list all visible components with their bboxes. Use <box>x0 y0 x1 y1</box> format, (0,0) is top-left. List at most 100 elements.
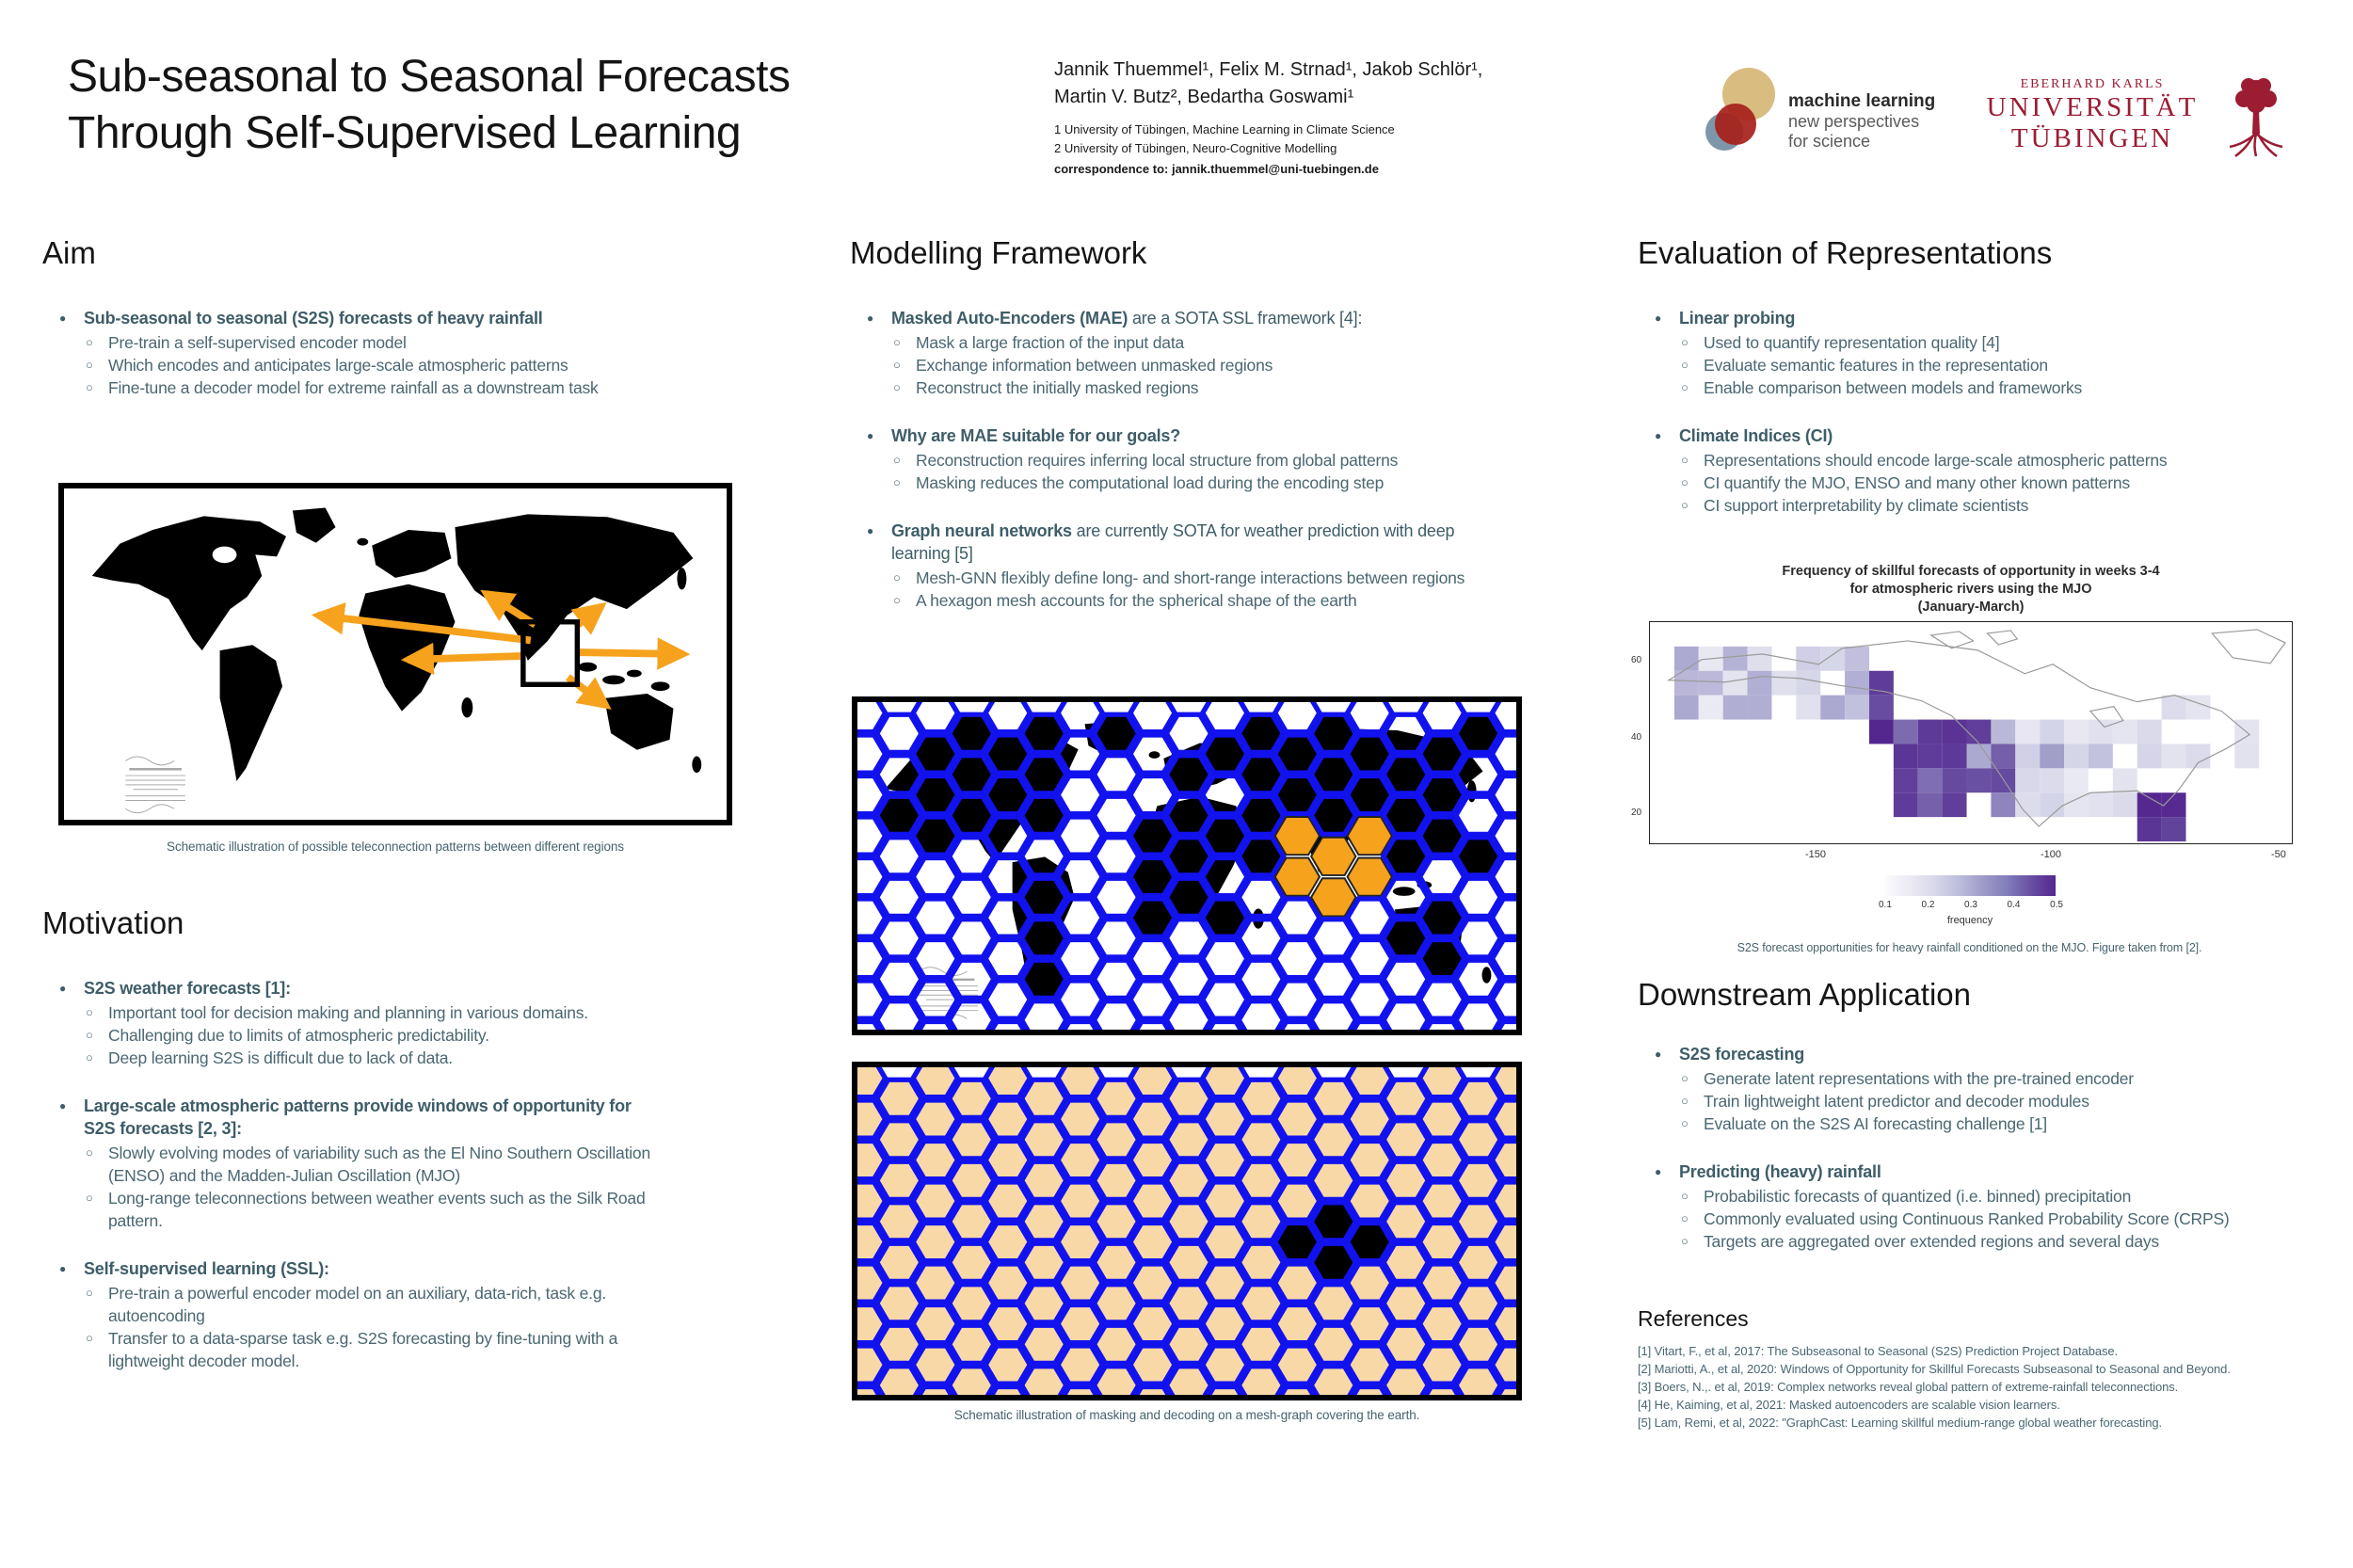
mjo-title-line3: (January-March) <box>1917 600 2025 615</box>
region-of-interest-box <box>520 619 581 687</box>
reference-item: [4] He, Kaiming, et al, 2021: Masked aut… <box>1638 1398 2060 1412</box>
motivation-lead-bullet: Large-scale atmospheric patterns provide… <box>42 1095 652 1140</box>
colorbar-tick: 0.1 <box>1879 900 1892 910</box>
downstream-sub-bullet: Targets are aggregated over extended reg… <box>1638 1230 2301 1253</box>
ml-logo-line2: new perspectives <box>1788 112 1920 131</box>
mjo-colorbar <box>1884 875 2056 896</box>
aim-sub-bullet: Pre-train a self-supervised encoder mode… <box>42 331 664 354</box>
downstream-list: S2S forecasting Generate latent represen… <box>1638 1043 2301 1278</box>
evaluation-sub-bullet: CI support interpretability by climate s… <box>1638 494 2301 517</box>
evaluation-sub-bullet: Used to quantify representation quality … <box>1638 331 2301 354</box>
evaluation-list: Linear probing Used to quantify represen… <box>1638 307 2301 542</box>
reference-item: [2] Mariotti, A., et al, 2020: Windows o… <box>1638 1362 2231 1376</box>
reference-item: [5] Lam, Remi, et al, 2022: "GraphCast: … <box>1638 1416 2162 1430</box>
lead-bold: Masked Auto-Encoders (MAE) <box>891 309 1128 328</box>
evaluation-lead-bullet: Climate Indices (CI) <box>1638 424 2301 447</box>
teleconnection-arrows <box>311 589 691 710</box>
colorbar-tick: 0.4 <box>2007 900 2021 910</box>
mjo-xtick-50: -50 <box>2271 849 2286 860</box>
aim-sub-bullet: Fine-tune a decoder model for extreme ra… <box>42 376 664 399</box>
uni-tree-emblem-icon <box>2229 78 2283 157</box>
section-heading-downstream: Downstream Application <box>1638 977 1972 1012</box>
modelling-sub-bullet: Mesh-GNN flexibly define long- and short… <box>850 567 1499 589</box>
colorbar-tick: 0.2 <box>1921 900 1935 910</box>
motivation-sub-bullet: Transfer to a data-sparse task e.g. S2S … <box>42 1327 652 1372</box>
lead-rest: are currently SOTA for weather predictio… <box>891 521 1455 563</box>
modelling-lead-bullet: Graph neural networks are currently SOTA… <box>850 520 1499 565</box>
references-list: [1] Vitart, F., et al, 2017: The Subseas… <box>1638 1342 2315 1432</box>
teleconnection-map <box>90 506 703 814</box>
mesh-graph-masked-map <box>838 691 1540 1083</box>
downstream-group: S2S forecasting Generate latent represen… <box>1638 1043 2301 1135</box>
modelling-lead-bullet: Masked Auto-Encoders (MAE) are a SOTA SS… <box>850 307 1499 329</box>
modelling-group: Graph neural networks are currently SOTA… <box>850 520 1499 612</box>
teleconnection-caption: Schematic illustration of possible telec… <box>167 840 624 854</box>
section-heading-aim: Aim <box>42 235 96 270</box>
mjo-map-plot <box>1649 621 2293 844</box>
hexagon-mesh-decoded <box>838 1056 1540 1448</box>
ml-cluster-logo-text: machine learning new perspectives for sc… <box>1788 90 1935 152</box>
university-logo: EBERHARD KARLS UNIVERSITÄT TÜBINGEN <box>1975 77 2210 154</box>
mjo-title-line2: for atmospheric rivers using the MJO <box>1849 582 2092 597</box>
downstream-lead-bullet: S2S forecasting <box>1638 1043 2301 1065</box>
evaluation-group: Climate Indices (CI) Representations sho… <box>1638 424 2301 517</box>
ml-logo-line1: machine learning <box>1788 91 1936 111</box>
downstream-group: Predicting (heavy) rainfall Probabilisti… <box>1638 1160 2301 1253</box>
downstream-sub-bullet: Commonly evaluated using Continuous Rank… <box>1638 1208 2301 1230</box>
colorbar-tick: 0.3 <box>1964 900 1977 910</box>
modelling-group: Why are MAE suitable for our goals? Reco… <box>850 424 1499 494</box>
evaluation-sub-bullet: CI quantify the MJO, ENSO and many other… <box>1638 472 2301 494</box>
mesh-graph-figure-decoded <box>838 1056 1540 1448</box>
mjo-map <box>1666 629 2286 842</box>
modelling-sub-bullet: Reconstruction requires inferring local … <box>850 449 1499 472</box>
ml-logo-line3: for science <box>1788 132 1871 151</box>
downstream-sub-bullet: Evaluate on the S2S AI forecasting chall… <box>1638 1112 2301 1135</box>
motivation-group: Self-supervised learning (SSL): Pre-trai… <box>42 1257 652 1372</box>
references-heading: References <box>1638 1306 1749 1331</box>
poster-title: Sub-seasonal to Seasonal Forecasts Throu… <box>68 49 962 162</box>
section-heading-modelling: Modelling Framework <box>850 235 1147 270</box>
teleconnection-map-figure <box>58 483 732 825</box>
modelling-sub-bullet: Masking reduces the computational load d… <box>850 472 1499 494</box>
modelling-sub-bullet: Mask a large fraction of the input data <box>850 331 1499 354</box>
authors-line1: Jannik Thuemmel¹, Felix M. Strnad¹, Jako… <box>1054 59 1483 80</box>
ml-cluster-logo-icon <box>1705 68 1775 151</box>
reference-item: [3] Boers, N.,. et al, 2019: Complex net… <box>1638 1380 2179 1394</box>
downstream-lead-bullet: Predicting (heavy) rainfall <box>1638 1160 2301 1183</box>
mesh-caption: Schematic illustration of masking and de… <box>953 1408 1420 1422</box>
mjo-xtick-150: -150 <box>1805 849 1827 860</box>
reference-item: [1] Vitart, F., et al, 2017: The Subseas… <box>1638 1344 2118 1358</box>
motivation-sub-bullet: Slowly evolving modes of variability suc… <box>42 1142 652 1187</box>
uni-logo-line2: UNIVERSITÄT <box>1986 92 2199 122</box>
modelling-list: Masked Auto-Encoders (MAE) are a SOTA SS… <box>850 307 1499 637</box>
evaluation-lead-bullet: Linear probing <box>1638 307 2301 329</box>
affiliation-2: 2 University of Tübingen, Neuro-Cognitiv… <box>1054 141 1337 155</box>
colorbar-tick: 0.5 <box>2050 900 2063 910</box>
hexagon-mesh-masked <box>838 691 1540 1083</box>
mjo-coastline <box>1666 629 2286 827</box>
motivation-sub-bullet: Challenging due to limits of atmospheric… <box>42 1024 652 1047</box>
uni-logo-line3: TÜBINGEN <box>2010 123 2174 153</box>
uni-logo-line1: EBERHARD KARLS <box>2020 77 2165 91</box>
motivation-sub-bullet: Pre-train a powerful encoder model on an… <box>42 1282 652 1327</box>
mesh-graph-decoded-map <box>838 1056 1540 1448</box>
mjo-ytick-60: 60 <box>1631 655 1642 665</box>
modelling-sub-bullet: Reconstruct the initially masked regions <box>850 376 1499 399</box>
evaluation-group: Linear probing Used to quantify represen… <box>1638 307 2301 399</box>
motivation-lead-bullet: Self-supervised learning (SSL): <box>42 1257 652 1280</box>
lead-rest: are a SOTA SSL framework [4]: <box>1128 309 1363 328</box>
correspondence: correspondence to: jannik.thuemmel@uni-t… <box>1054 162 1379 176</box>
aim-lead-bullet: Sub-seasonal to seasonal (S2S) forecasts… <box>42 307 664 329</box>
evaluation-sub-bullet: Representations should encode large-scal… <box>1638 449 2301 472</box>
evaluation-sub-bullet: Evaluate semantic features in the repres… <box>1638 354 2301 376</box>
evaluation-sub-bullet: Enable comparison between models and fra… <box>1638 376 2301 399</box>
mesh-graph-figure-masked <box>838 691 1540 1083</box>
mjo-ytick-40: 40 <box>1631 732 1642 743</box>
downstream-sub-bullet: Generate latent representations with the… <box>1638 1067 2301 1090</box>
modelling-lead-bullet: Why are MAE suitable for our goals? <box>850 424 1499 447</box>
modelling-sub-bullet: Exchange information between unmasked re… <box>850 354 1499 376</box>
motivation-sub-bullet: Important tool for decision making and p… <box>42 1001 652 1024</box>
motivation-lead-bullet: S2S weather forecasts [1]: <box>42 977 652 1000</box>
motivation-group: Large-scale atmospheric patterns provide… <box>42 1095 652 1232</box>
